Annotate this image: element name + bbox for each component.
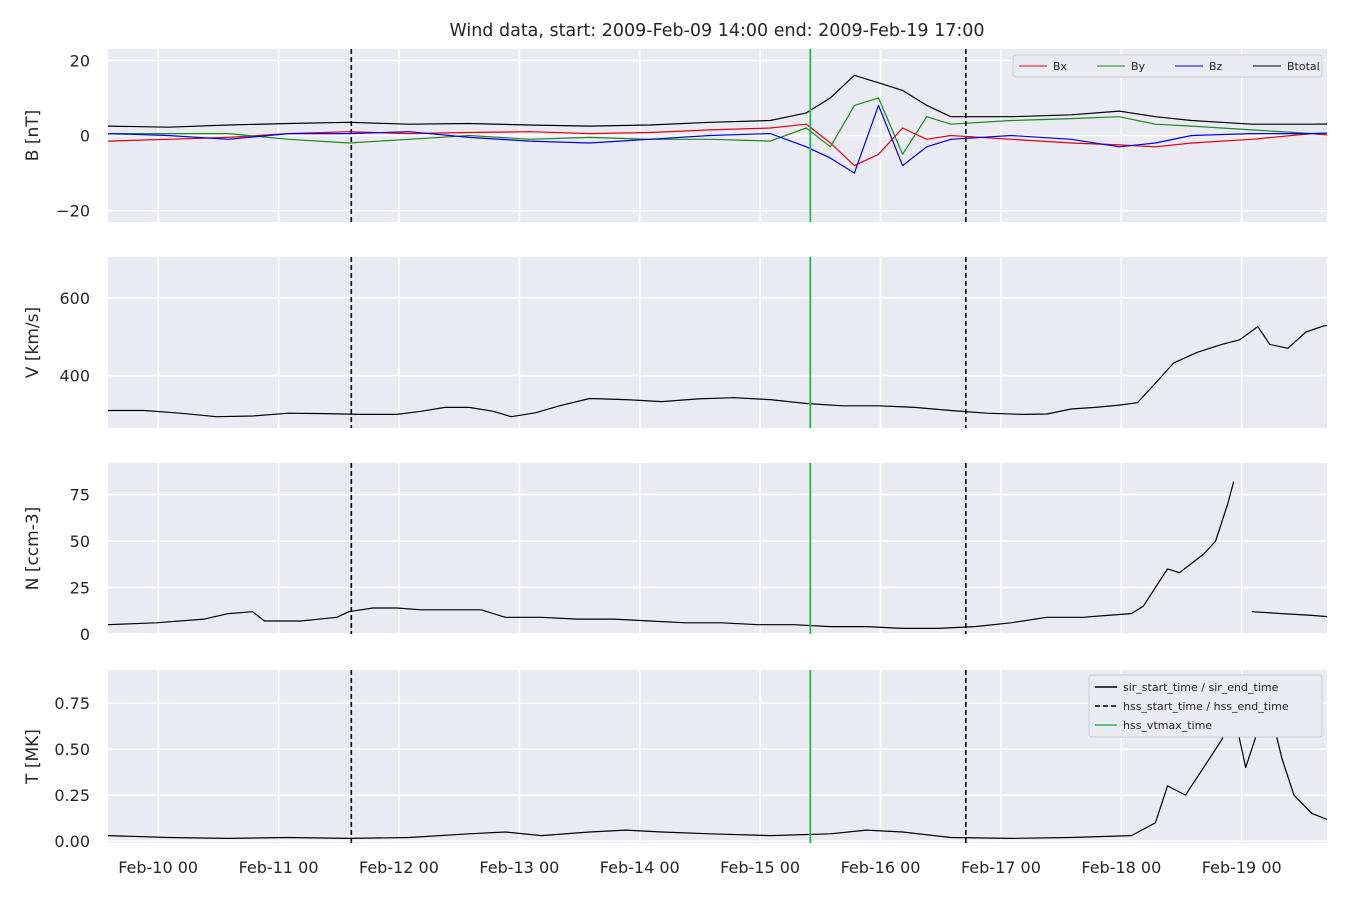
plot-area xyxy=(108,463,1327,634)
panel-V: 400 600 V [km/s] xyxy=(23,257,1327,428)
panels: −20 0 20 B [nT] Bx By Bz Btotal 400 600 V [km/s] 0 2… xyxy=(23,49,1327,851)
plot-area xyxy=(108,257,1327,428)
legend-entry-hss-start-time-hss-end-time: hss_start_time / hss_end_time xyxy=(1123,700,1289,713)
legend-entry-bx: Bx xyxy=(1053,60,1068,73)
series-group xyxy=(108,708,1327,839)
y-tick-label: 0 xyxy=(80,625,90,644)
x-tick-label: Feb-12 00 xyxy=(359,858,439,877)
x-tick-label: Feb-13 00 xyxy=(479,858,559,877)
series-line-by xyxy=(108,97,1327,155)
y-tick-label: 0.00 xyxy=(54,832,90,851)
series-line-t xyxy=(108,708,1327,839)
y-tick-label: 20 xyxy=(70,51,90,70)
series-group xyxy=(108,74,1327,174)
series-line-bx xyxy=(108,123,1327,167)
panel-N: 0 25 50 75 N [ccm-3] xyxy=(23,463,1327,644)
x-tick-label: Feb-14 00 xyxy=(600,858,680,877)
legend-entry-btotal: Btotal xyxy=(1287,60,1320,73)
panel-T: 0.00 0.25 0.50 0.75 T [MK] sir_start_time / s… xyxy=(23,670,1327,851)
legend-entry-bz: Bz xyxy=(1209,60,1223,73)
y-tick-label: 400 xyxy=(59,367,90,386)
figure-title: Wind data, start: 2009-Feb-09 14:00 end:… xyxy=(449,21,984,41)
y-tick-label: 50 xyxy=(70,532,90,551)
series-line-btotal xyxy=(108,74,1327,128)
y-tick-label: 25 xyxy=(70,579,90,598)
series-line-v xyxy=(108,324,1327,418)
y-tick-label: 75 xyxy=(70,486,90,505)
y-tick-label: 0.25 xyxy=(54,786,90,805)
x-tick-label: Feb-16 00 xyxy=(841,858,921,877)
panel-B: −20 0 20 B [nT] Bx By Bz Btotal xyxy=(23,49,1327,222)
y-tick-label: −20 xyxy=(56,202,90,221)
series-group xyxy=(108,324,1327,418)
y-tick-label: 0.75 xyxy=(54,694,90,713)
y-tick-label: 600 xyxy=(59,289,90,308)
y-axis-label: T [MK] xyxy=(23,729,43,785)
x-tick-label: Feb-11 00 xyxy=(239,858,319,877)
x-tick-label: Feb-15 00 xyxy=(720,858,800,877)
series-line-bz xyxy=(108,104,1327,174)
legend-entry-sir-start-time-sir-end-time: sir_start_time / sir_end_time xyxy=(1123,681,1279,694)
legend-entry-hss-vtmax-time: hss_vtmax_time xyxy=(1123,719,1212,732)
y-tick-label: 0.50 xyxy=(54,740,90,759)
y-axis-label: N [ccm-3] xyxy=(23,507,43,591)
x-tick-label: Feb-17 00 xyxy=(961,858,1041,877)
x-axis: Feb-10 00 Feb-11 00 Feb-12 00 Feb-13 00 Feb-… xyxy=(118,858,1281,877)
x-tick-label: Feb-18 00 xyxy=(1081,858,1161,877)
x-tick-label: Feb-10 00 xyxy=(118,858,198,877)
legend-entry-by: By xyxy=(1131,60,1146,73)
legend-t: sir_start_time / sir_end_time hss_start_t… xyxy=(1088,674,1323,738)
y-axis-label: B [nT] xyxy=(23,110,43,162)
y-tick-label: 0 xyxy=(80,127,90,146)
y-axis-label: V [km/s] xyxy=(23,307,43,378)
legend-b: Bx By Bz Btotal xyxy=(1012,54,1323,78)
x-tick-label: Feb-19 00 xyxy=(1202,858,1282,877)
